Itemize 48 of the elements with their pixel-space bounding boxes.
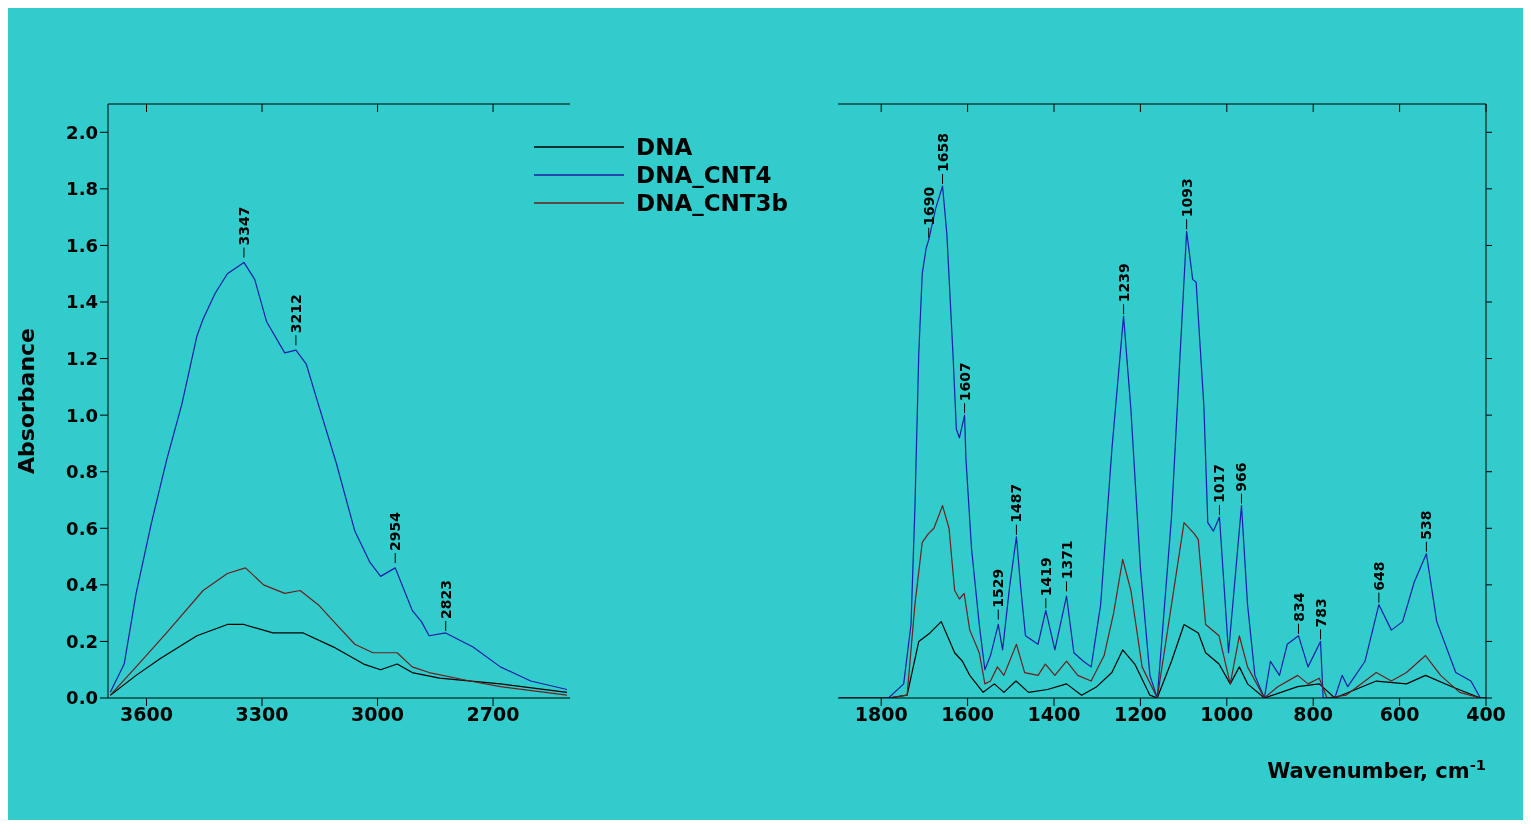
x-tick-label: 1800	[854, 703, 908, 726]
x-tick-label: 1600	[941, 703, 995, 726]
x-tick-label: 2700	[466, 703, 520, 726]
annotation: 1658	[934, 133, 951, 173]
y-tick-label: 1.4	[66, 291, 98, 313]
y-tick-label: 0.8	[66, 461, 98, 483]
annotation: 966	[1233, 462, 1250, 492]
x-tick-label: 3300	[235, 703, 289, 726]
annotation: 1239	[1115, 263, 1132, 303]
annotation: 834	[1290, 592, 1307, 622]
x-tick-label: 600	[1379, 703, 1420, 726]
legend-label: DNA_CNT3b	[636, 189, 788, 217]
annotation: 1093	[1178, 178, 1195, 218]
y-axis-title: Absorbance	[13, 327, 39, 475]
annotation: 1690	[920, 186, 937, 226]
annotation: 1419	[1037, 557, 1054, 597]
x-tick-label: 3600	[120, 703, 173, 726]
x-axis-title: Wavenumber, cm$^{-1}$	[1267, 755, 1486, 783]
legend-label: DNA	[636, 133, 693, 161]
annotation: 3347	[235, 206, 252, 246]
y-tick-label: 1.2	[66, 347, 98, 369]
x-tick-label: 3000	[351, 703, 404, 726]
annotation: 538	[1418, 510, 1435, 540]
x-tick-label: 400	[1466, 703, 1506, 726]
annotation: 2954	[387, 511, 404, 552]
annotation: 1017	[1211, 464, 1228, 503]
y-tick-label: 1.8	[66, 178, 98, 200]
y-tick-label: 2.0	[66, 121, 98, 143]
x-tick-label: 800	[1293, 703, 1334, 726]
annotation: 1607	[956, 362, 973, 402]
legend-label: DNA_CNT4	[636, 161, 772, 189]
x-tick-label: 1400	[1027, 703, 1081, 726]
y-tick-label: 0.4	[66, 574, 98, 596]
annotation: 3212	[287, 294, 304, 334]
y-tick-label: 0.2	[66, 630, 98, 652]
y-tick-label: 0.6	[66, 517, 98, 539]
annotation: 783	[1312, 598, 1329, 628]
annotation: 1487	[1008, 483, 1025, 523]
x-tick-label: 1000	[1200, 703, 1254, 726]
y-tick-label: 1.0	[66, 404, 98, 426]
y-tick-label: 0.0	[66, 687, 98, 709]
y-tick-label: 1.6	[66, 234, 98, 256]
annotation: 648	[1370, 561, 1387, 591]
x-tick-label: 1200	[1113, 703, 1167, 726]
annotation: 1529	[990, 568, 1007, 608]
line-series	[109, 261, 568, 693]
annotation: 1371	[1058, 540, 1075, 580]
annotation: 2823	[437, 579, 454, 619]
